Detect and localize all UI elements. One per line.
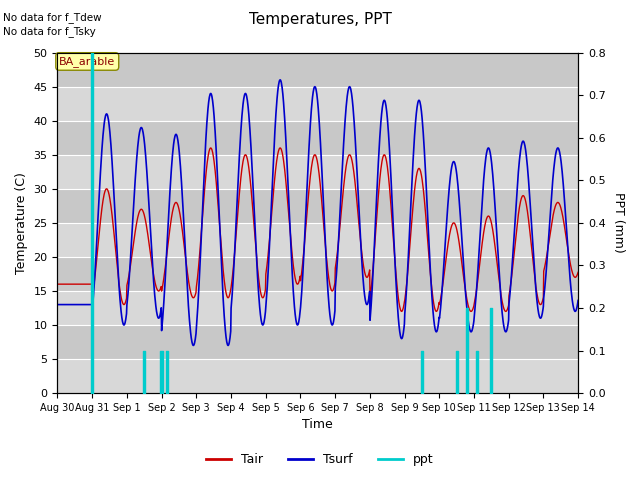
Tair [157,286,164,291]
Bar [58,53,578,87]
Tsurf [399,332,407,338]
Tair [502,309,509,314]
Bar [58,359,578,393]
Y-axis label: Temperature (C): Temperature (C) [15,172,28,274]
Tsurf [54,302,61,308]
Bar [58,155,578,189]
Tair [170,205,177,211]
Tair [207,145,214,151]
Bar [58,120,578,155]
Tsurf [228,297,236,302]
Text: Temperatures, PPT: Temperatures, PPT [248,12,392,27]
Tsurf [170,145,177,151]
Line: Tair: Tair [58,148,578,312]
Tair [228,279,236,285]
Line: Tsurf: Tsurf [58,80,578,346]
Tair [54,281,61,287]
Tair [513,224,521,229]
Tsurf [513,188,521,194]
Bar [58,223,578,257]
Bar [58,189,578,223]
Text: No data for f_Tsky: No data for f_Tsky [3,26,96,37]
Y-axis label: PPT (mm): PPT (mm) [612,192,625,253]
Tsurf [276,77,284,83]
Tsurf [467,329,475,335]
Text: BA_arable: BA_arable [59,56,115,67]
Bar [58,325,578,359]
Tair [399,307,406,313]
Text: No data for f_Tdew: No data for f_Tdew [3,12,102,23]
Tair [467,308,474,314]
Bar [58,257,578,291]
Tsurf [574,298,582,303]
Legend: Tair, Tsurf, ppt: Tair, Tsurf, ppt [202,448,438,471]
Tair [574,269,582,275]
Tsurf [157,310,164,316]
Bar [58,87,578,120]
Bar [58,291,578,325]
X-axis label: Time: Time [302,419,333,432]
Tsurf [189,343,197,348]
